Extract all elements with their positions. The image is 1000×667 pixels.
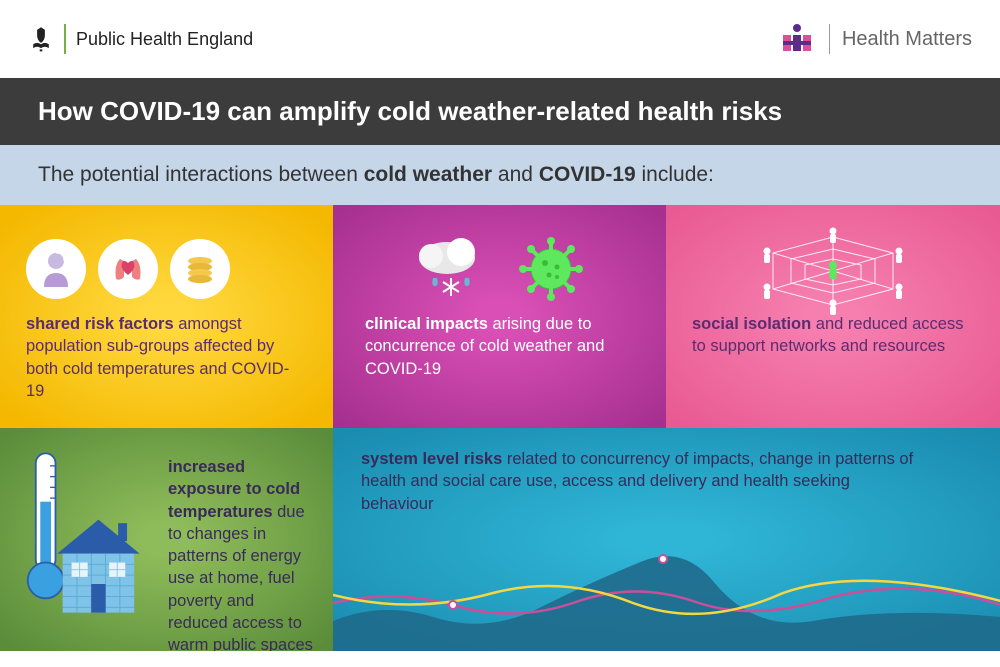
subtitle-text: The potential interactions between <box>38 163 364 186</box>
thermometer-icon <box>28 453 64 598</box>
coins-icon <box>170 239 230 299</box>
phe-label: Public Health England <box>76 29 253 50</box>
card-grid: shared risk factors amongst population s… <box>0 205 1000 651</box>
subtitle-bar: The potential interactions between cold … <box>0 145 1000 205</box>
card-text: increased exposure to cold temperatures … <box>168 448 313 651</box>
card-icon-row <box>692 225 974 313</box>
card-bold: social isolation <box>692 315 811 333</box>
hm-icon <box>777 23 817 55</box>
card-icon-row <box>26 225 307 313</box>
card-exposure: increased exposure to cold temperatures … <box>0 428 333 651</box>
lungs-heart-icon <box>98 239 158 299</box>
hm-logo: Health Matters <box>777 23 972 55</box>
card-icon-row <box>359 225 640 313</box>
card-shared-risk: shared risk factors amongst population s… <box>0 205 333 428</box>
card-text: social isolation and reduced access to s… <box>692 313 974 358</box>
card-isolation: social isolation and reduced access to s… <box>666 205 1000 428</box>
subtitle-bold1: cold weather <box>364 163 492 186</box>
card-text: system level risks related to concurrenc… <box>361 448 921 515</box>
card-bold: system level risks <box>361 450 502 468</box>
subtitle-text: and <box>492 163 539 186</box>
subtitle-bold2: COVID-19 <box>539 163 636 186</box>
header-logo-bar: Public Health England Health Matters <box>0 0 1000 78</box>
wave-chart-icon <box>333 531 1000 651</box>
house-icon <box>57 520 139 613</box>
title-bar: How COVID-19 can amplify cold weather-re… <box>0 78 1000 145</box>
crest-icon <box>28 26 54 52</box>
subtitle-text: include: <box>636 163 714 186</box>
network-people-icon <box>743 223 923 315</box>
virus-icon <box>515 233 587 305</box>
card-bold: clinical impacts <box>365 315 488 333</box>
snow-cloud-icon <box>413 234 491 304</box>
card-clinical: clinical impacts arising due to concurre… <box>333 205 666 428</box>
phe-logo: Public Health England <box>28 24 253 54</box>
elderly-person-icon <box>26 239 86 299</box>
card-system-risks: system level risks related to concurrenc… <box>333 428 1000 651</box>
card-text: clinical impacts arising due to concurre… <box>359 313 640 380</box>
card-text: shared risk factors amongst population s… <box>26 313 307 402</box>
card-bold: shared risk factors <box>26 315 174 333</box>
phe-divider <box>64 24 66 54</box>
thermometer-house-icon <box>20 448 150 618</box>
card-rest: due to changes in patterns of energy use… <box>168 503 313 651</box>
hm-divider <box>829 24 830 54</box>
hm-label: Health Matters <box>842 28 972 51</box>
